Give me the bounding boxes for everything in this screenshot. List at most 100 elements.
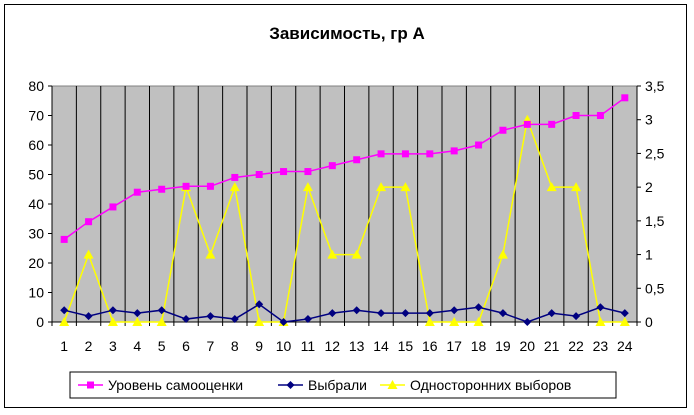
x-tick-label: 16	[422, 338, 438, 354]
data-point	[499, 126, 507, 134]
data-point	[497, 249, 508, 259]
x-tick-label: 19	[495, 338, 511, 354]
x-tick-label: 15	[398, 338, 414, 354]
y-left-tick-label: 50	[28, 167, 44, 183]
series-line	[64, 303, 625, 323]
data-point	[376, 182, 387, 192]
x-tick-label: 5	[158, 338, 166, 354]
y-left-tick-label: 10	[28, 285, 44, 301]
data-point	[157, 306, 166, 315]
y-left-tick-label: 70	[28, 108, 44, 124]
y-right-tick-label: 2,5	[645, 145, 665, 161]
data-point	[425, 309, 434, 318]
data-point	[475, 141, 483, 149]
y-right-tick-label: 0	[645, 314, 653, 330]
data-point	[547, 309, 556, 318]
data-point	[182, 182, 190, 190]
data-point	[353, 156, 361, 164]
x-tick-label: 9	[255, 338, 263, 354]
data-point	[328, 162, 336, 170]
x-tick-label: 8	[231, 338, 239, 354]
legend-swatch-marker	[387, 380, 398, 389]
data-point	[60, 306, 69, 315]
data-point	[231, 173, 239, 181]
data-point	[84, 312, 93, 321]
x-tick-label: 24	[617, 338, 633, 354]
x-tick-label: 20	[520, 338, 536, 354]
data-point	[156, 317, 167, 326]
data-point	[596, 303, 605, 312]
data-point	[377, 150, 385, 158]
data-point	[523, 120, 531, 128]
data-point	[498, 309, 507, 318]
data-point	[546, 182, 557, 192]
legend-label: Выбрали	[308, 377, 367, 393]
data-point	[158, 185, 166, 193]
x-tick-label: 18	[471, 338, 487, 354]
x-tick-label: 3	[109, 338, 117, 354]
y-left-tick-label: 60	[28, 137, 44, 153]
legend-label: Односторонних выборов	[410, 377, 571, 393]
data-point	[401, 150, 409, 158]
x-tick-label: 11	[301, 338, 316, 354]
y-right-tick-label: 1	[645, 247, 653, 263]
y-right-tick-label: 1,5	[645, 213, 665, 229]
data-point	[230, 315, 239, 324]
data-point	[473, 317, 484, 326]
data-point	[83, 249, 94, 259]
data-point	[596, 112, 604, 119]
x-tick-label: 23	[593, 338, 609, 354]
data-point	[621, 94, 629, 102]
data-point	[424, 317, 435, 326]
data-point	[254, 317, 265, 326]
series-line	[63, 97, 626, 241]
x-tick-label: 6	[182, 338, 190, 354]
x-tick-label: 13	[349, 338, 365, 354]
x-tick-label: 17	[446, 338, 462, 354]
data-point	[85, 218, 93, 226]
x-tick-label: 1	[60, 338, 68, 354]
y-left-tick-label: 30	[28, 226, 44, 242]
data-point	[571, 182, 582, 192]
y-left-tick-label: 40	[28, 196, 44, 212]
series-line	[63, 116, 625, 323]
data-point	[229, 182, 240, 192]
data-point	[60, 235, 68, 243]
legend-swatch-marker	[286, 381, 295, 389]
data-point	[133, 188, 141, 196]
data-point	[107, 317, 118, 326]
data-point	[450, 306, 459, 315]
data-point	[205, 249, 216, 259]
x-tick-label: 22	[568, 338, 584, 354]
data-point	[327, 249, 338, 259]
y-left-tick-label: 0	[36, 314, 44, 330]
x-tick-label: 12	[325, 338, 341, 354]
data-point	[523, 318, 532, 326]
data-point	[206, 182, 214, 190]
data-point	[351, 249, 362, 259]
x-tick-label: 4	[133, 338, 141, 354]
y-left-tick-label: 20	[28, 255, 44, 271]
chart-title: Зависимость, гр А	[269, 24, 425, 43]
data-point	[449, 317, 460, 326]
y-left-tick-label: 80	[28, 78, 44, 94]
y-right-tick-label: 3	[645, 112, 653, 128]
data-point	[303, 315, 312, 324]
data-point	[352, 306, 361, 315]
data-point	[400, 182, 411, 192]
data-point	[304, 168, 312, 176]
data-point	[572, 112, 580, 119]
data-point	[401, 309, 410, 318]
data-point	[255, 300, 264, 309]
data-point	[133, 309, 142, 318]
data-point	[255, 171, 263, 178]
legend-label: Уровень самооценки	[108, 377, 243, 393]
y-right-tick-label: 2	[645, 179, 653, 195]
data-point	[450, 147, 458, 155]
data-point	[620, 309, 629, 318]
data-point	[59, 317, 70, 326]
data-point	[302, 182, 313, 192]
data-point	[280, 168, 288, 176]
data-point	[474, 303, 483, 312]
